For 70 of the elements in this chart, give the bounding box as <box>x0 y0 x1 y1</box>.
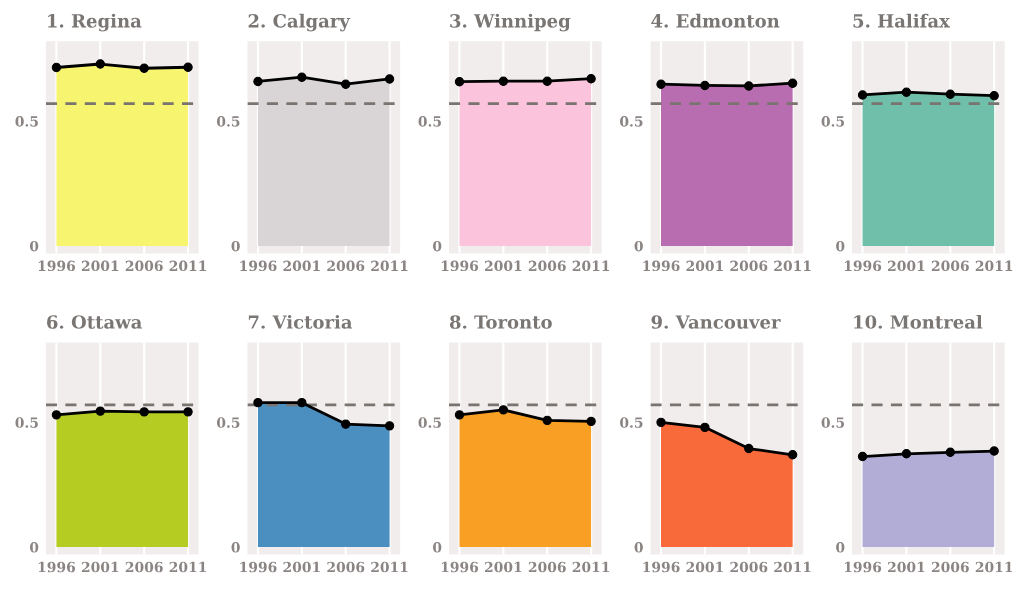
x-tick-label: 2006 <box>125 260 163 272</box>
chart-title: 3. Winnipeg <box>450 13 571 32</box>
x-tick-label: 2006 <box>327 260 365 272</box>
x-tick-label: 1996 <box>643 561 680 573</box>
x-tick-label: 1996 <box>643 260 680 272</box>
x-tick-label: 2011 <box>975 260 1013 272</box>
x-tick-label: 2001 <box>81 260 119 272</box>
x-tick-label: 2006 <box>528 561 566 573</box>
x-tick-label: 1996 <box>441 561 479 573</box>
chart-title: 5. Halifax <box>853 13 950 28</box>
y-tick-label: 0.5 <box>216 116 240 127</box>
x-tick-label: 2011 <box>169 260 206 272</box>
y-tick-label: 0 <box>433 542 442 553</box>
x-tick-label: 1996 <box>240 561 277 573</box>
x-tick-label: 2011 <box>774 260 811 272</box>
y-tick-label: 0.5 <box>418 417 441 428</box>
x-tick-label: 1996 <box>441 260 479 272</box>
y-tick-label: 0 <box>634 240 643 252</box>
chart-title: 6. Ottawa <box>47 315 142 329</box>
y-tick-label: 0.5 <box>15 116 38 127</box>
y-tick-label: 0 <box>433 240 442 252</box>
x-tick-label: 2006 <box>730 561 768 573</box>
y-tick-label: 0 <box>634 542 643 553</box>
chart-title: 10. Montreal <box>854 314 983 329</box>
x-tick-label: 2011 <box>572 561 610 573</box>
y-tick-label: 0 <box>231 240 240 252</box>
x-tick-label: 2001 <box>81 561 119 573</box>
x-tick-label: 1996 <box>38 561 76 573</box>
x-tick-label: 2001 <box>484 260 522 272</box>
y-tick-label: 0.5 <box>418 116 441 127</box>
x-tick-label: 2006 <box>125 561 163 573</box>
x-tick-label: 2011 <box>371 260 408 272</box>
chart-title: 8. Toronto <box>449 315 552 329</box>
x-tick-label: 2011 <box>371 561 408 573</box>
y-tick-label: 0.5 <box>821 417 845 428</box>
x-tick-label: 2011 <box>975 561 1013 573</box>
y-tick-label: 0 <box>29 240 39 252</box>
x-tick-label: 2006 <box>528 260 566 272</box>
x-tick-label: 2011 <box>169 561 206 573</box>
chart-title: 2. Calgary <box>248 13 351 32</box>
x-tick-label: 2001 <box>686 260 723 272</box>
x-tick-label: 2011 <box>774 561 811 573</box>
x-tick-label: 2006 <box>931 561 969 573</box>
chart-title: 1. Regina <box>48 13 142 32</box>
y-tick-label: 0.5 <box>620 417 643 428</box>
x-tick-label: 2001 <box>283 561 320 573</box>
x-tick-label: 2011 <box>572 260 610 272</box>
x-tick-label: 2001 <box>484 561 522 573</box>
x-tick-label: 2006 <box>931 260 969 272</box>
x-tick-label: 2001 <box>888 260 925 272</box>
x-tick-label: 2001 <box>888 561 925 573</box>
y-tick-label: 0 <box>231 542 240 553</box>
y-tick-label: 0.5 <box>15 417 38 428</box>
chart-title: 4. Edmonton <box>651 13 780 28</box>
x-tick-label: 1996 <box>38 260 76 272</box>
x-tick-label: 2006 <box>327 561 365 573</box>
y-tick-label: 0 <box>29 542 39 553</box>
chart-title: 9. Vancouver <box>651 315 781 329</box>
chart-title: 7. Victoria <box>248 314 353 329</box>
y-tick-label: 0.5 <box>821 116 845 127</box>
x-tick-label: 2006 <box>730 260 768 272</box>
x-tick-label: 2001 <box>283 260 320 272</box>
x-tick-label: 1996 <box>844 561 882 573</box>
y-tick-label: 0 <box>836 240 845 252</box>
y-tick-label: 0.5 <box>620 116 643 127</box>
x-tick-label: 1996 <box>240 260 277 272</box>
x-tick-label: 1996 <box>844 260 882 272</box>
y-tick-label: 0.5 <box>216 417 240 428</box>
x-tick-label: 2001 <box>686 561 723 573</box>
y-tick-label: 0 <box>836 542 845 553</box>
